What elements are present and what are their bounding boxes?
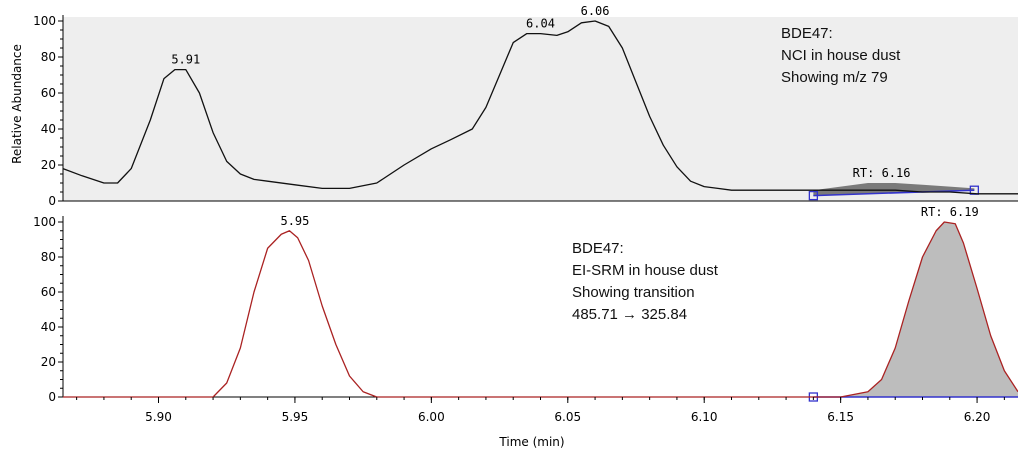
x-axis-label: Time (min): [498, 435, 564, 449]
bottom-y-tick-label: 100: [33, 215, 56, 229]
bottom-peak-label: 5.95: [280, 214, 309, 228]
x-tick-label: 5.90: [145, 410, 172, 424]
top-y-tick-label: 20: [41, 158, 56, 172]
top-y-tick-label: 80: [41, 50, 56, 64]
top-y-tick-label: 100: [33, 14, 56, 28]
x-tick-label: 6.00: [418, 410, 445, 424]
top-y-tick-label: 40: [41, 122, 56, 136]
top-peak-label: 6.04: [526, 17, 555, 31]
y-axis-label: Relative Abundance: [10, 44, 24, 164]
top-y-tick-label: 0: [48, 194, 56, 208]
top-annotation-line: BDE47:: [781, 25, 833, 42]
x-tick-label: 6.05: [554, 410, 581, 424]
bottom-annotation-line: 485.71 → 325.84: [572, 306, 687, 323]
top-peak-label: 5.91: [171, 53, 200, 67]
bottom-annotation-line: EI-SRM in house dust: [572, 262, 719, 279]
top-plot-background: [63, 17, 1018, 201]
x-tick-label: 6.15: [827, 410, 854, 424]
bottom-plot-background: [63, 218, 1018, 397]
x-tick-label: 6.10: [691, 410, 718, 424]
bottom-y-tick-label: 60: [41, 285, 56, 299]
bottom-chromatogram-panel: 0 20 40 60 80 100 5.95 RT: 6.19 BDE47: EI-SRM in …: [33, 205, 1018, 404]
bottom-y-tick-label: 40: [41, 320, 56, 334]
top-peak-label: 6.06: [581, 4, 610, 18]
top-baseline-marker: [808, 190, 819, 201]
top-annotation-line: Showing m/z 79: [781, 69, 888, 86]
time-axis: 5.90 5.95 6.00 6.05 6.10 6.15 6.20: [76, 397, 1005, 424]
bottom-y-tick-label: 0: [48, 390, 56, 404]
x-tick-label: 6.20: [964, 410, 991, 424]
top-integration-baseline: [813, 189, 975, 197]
bottom-trace-line: [63, 221, 1018, 398]
bottom-annotation-line: Showing transition: [572, 284, 695, 301]
bottom-peak-label: RT: 6.19: [921, 205, 979, 219]
top-y-tick-label: 60: [41, 86, 56, 100]
bottom-integrated-peak-area: [813, 222, 1018, 397]
top-peak-label: RT: 6.16: [853, 166, 911, 180]
top-trace-line: [62, 20, 1018, 195]
bottom-y-tick-label: 20: [41, 355, 56, 369]
bottom-y-tick-label: 80: [41, 250, 56, 264]
x-tick-label: 5.95: [282, 410, 309, 424]
top-annotation-line: NCI in house dust: [781, 47, 901, 64]
top-chromatogram-panel: 0 20 40 60 80 100 5.91 6.04 6.06 RT: 6.16 BDE47: NC…: [33, 4, 1018, 208]
bottom-annotation-line: BDE47:: [572, 240, 624, 257]
top-integrated-peak-area: [813, 183, 975, 196]
